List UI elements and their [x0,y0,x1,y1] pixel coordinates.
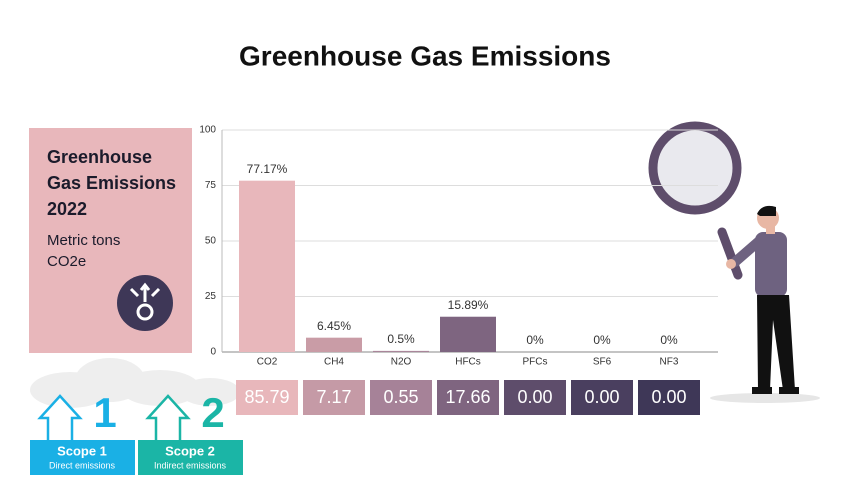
bar [239,180,295,352]
table-cell-text: 17.66 [445,387,490,407]
scope-badge: 1 Scope 1 Direct emissions [30,389,135,475]
panel-subtitle: CO2e [47,253,86,270]
table-cell [303,380,365,415]
bar [306,337,362,352]
y-tick-label: 50 [205,236,217,247]
table-cell-text: 0.00 [584,387,619,407]
panel-title: Gas Emissions [47,173,176,193]
scope-label: Scope 2 [165,443,215,458]
x-tick-label: PFCs [523,357,548,368]
data-label: 0% [660,333,678,347]
bar [440,316,496,352]
scope-label: Scope 1 [57,443,107,458]
scope-number: 1 [93,389,116,436]
x-tick-label: CH4 [324,357,344,368]
x-tick-label: HFCs [455,357,481,368]
table-cell-text: 85.79 [244,387,289,407]
panel-icon [117,275,173,331]
data-label: 0% [526,333,544,347]
table-cell-text: 0.00 [517,387,552,407]
table-cell [370,380,432,415]
x-tick-label: N2O [391,357,412,368]
panel-title: Greenhouse [47,147,152,167]
bar [373,350,429,352]
chart: 0 25 50 75 100 77.17% CO2 85.79 6.45% CH4 7.17 0.5%… [199,125,718,415]
table-cell [236,380,298,415]
illustration [648,121,820,403]
x-tick-label: SF6 [593,357,612,368]
scope-description: Indirect emissions [154,460,227,470]
scope-badge: 2 Scope 2 Indirect emissions [138,389,243,475]
y-tick-label: 25 [205,291,217,302]
scope-number: 2 [201,389,224,436]
data-label: 15.89% [448,298,489,312]
clouds [30,358,240,408]
table-cell-text: 0.55 [383,387,418,407]
y-tick-label: 75 [205,180,217,191]
table-cell [504,380,566,415]
panel-subtitle: Metric tons [47,232,120,249]
table-cell [437,380,499,415]
data-label: 0.5% [387,332,415,346]
data-label: 6.45% [317,319,351,333]
y-tick-label: 100 [199,125,216,136]
title: Greenhouse Gas Emissions [239,40,611,71]
table-cell [638,380,700,415]
scope-description: Direct emissions [49,460,116,470]
table-cell-text: 7.17 [316,387,351,407]
x-tick-label: NF3 [660,357,679,368]
panel-title: 2022 [47,199,87,219]
y-tick-label: 0 [210,347,216,358]
data-label: 0% [593,333,611,347]
data-label: 77.17% [247,162,288,176]
table-cell-text: 0.00 [651,387,686,407]
x-tick-label: CO2 [257,357,278,368]
table-cell [571,380,633,415]
